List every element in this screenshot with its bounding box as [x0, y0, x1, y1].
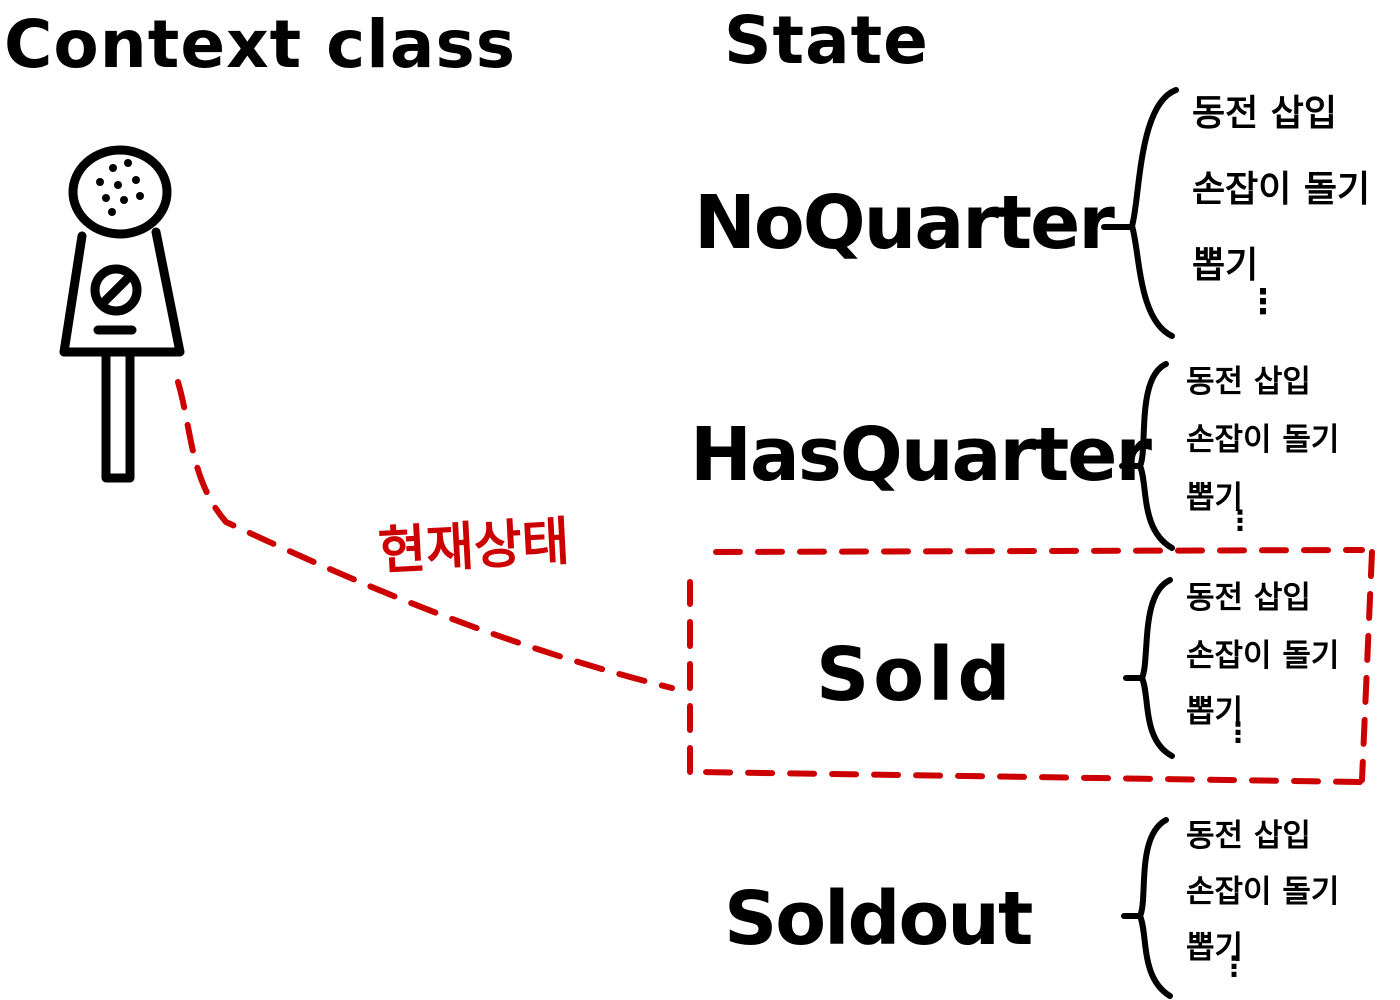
- brace-soldout: [1121, 817, 1173, 999]
- gumball-machine-icon: [59, 145, 185, 483]
- current-state-label: 현재상태: [376, 512, 572, 582]
- method-insert-coin: 동전 삽입: [1186, 580, 1311, 616]
- method-dispense: 뽑기: [1186, 694, 1244, 730]
- method-turn-crank: 손잡이 돌기: [1186, 874, 1340, 910]
- state-name-hasquarter: HasQuarter: [690, 412, 1152, 498]
- current-state-connector: [175, 379, 675, 691]
- context-class-heading: Context class: [4, 6, 517, 83]
- method-turn-crank: 손잡이 돌기: [1192, 169, 1371, 210]
- more-methods-ellipsis: ⋮: [1224, 716, 1252, 749]
- state-heading: State: [724, 2, 929, 79]
- method-insert-coin: 동전 삽입: [1192, 93, 1338, 134]
- brace-hasquarter: [1119, 361, 1175, 551]
- method-insert-coin: 동전 삽입: [1186, 364, 1311, 400]
- method-turn-crank: 손잡이 돌기: [1186, 422, 1340, 458]
- state-name-soldout: Soldout: [724, 876, 1033, 962]
- current-state-highlight-box: [687, 547, 1375, 785]
- method-dispense: 뽑기: [1192, 245, 1259, 286]
- state-name-noquarter: NoQuarter: [694, 180, 1115, 266]
- method-insert-coin: 동전 삽입: [1186, 818, 1311, 854]
- brace-sold: [1123, 577, 1175, 759]
- method-dispense: 뽑기: [1186, 930, 1244, 966]
- more-methods-ellipsis: ⋮: [1226, 504, 1254, 537]
- method-dispense: 뽑기: [1186, 480, 1244, 516]
- state-name-sold: Sold: [816, 632, 1015, 718]
- brace-noquarter: [1101, 87, 1179, 339]
- method-turn-crank: 손잡이 돌기: [1186, 638, 1340, 674]
- more-methods-ellipsis: ⋮: [1220, 950, 1248, 983]
- more-methods-ellipsis: ⋮: [1246, 282, 1280, 322]
